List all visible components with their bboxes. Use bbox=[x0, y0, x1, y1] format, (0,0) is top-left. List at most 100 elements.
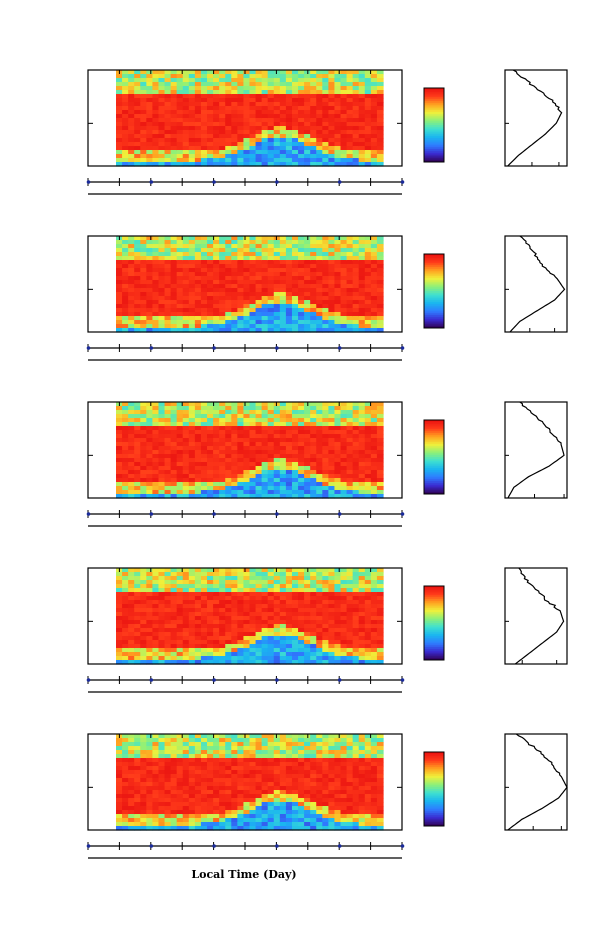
heatmap-cell bbox=[158, 268, 166, 273]
heatmap-cell bbox=[243, 450, 251, 455]
heatmap-cell bbox=[304, 624, 311, 629]
heatmap-cell bbox=[170, 268, 178, 273]
heatmap-cell bbox=[158, 742, 166, 747]
heatmap-cell bbox=[152, 652, 160, 657]
heatmap-cell bbox=[376, 434, 384, 439]
heatmap-cell bbox=[152, 256, 160, 261]
heatmap-cell bbox=[346, 114, 354, 119]
heatmap-cell bbox=[370, 470, 378, 475]
heatmap-cell bbox=[207, 620, 214, 625]
heatmap-cell bbox=[116, 118, 123, 123]
heatmap-cell bbox=[334, 102, 342, 107]
heatmap-cell bbox=[352, 624, 360, 629]
heatmap-cell bbox=[152, 146, 160, 151]
heatmap-cell bbox=[273, 462, 281, 467]
heatmap-cell bbox=[213, 592, 220, 597]
heatmap-cell bbox=[334, 146, 342, 151]
heatmap-cell bbox=[249, 158, 257, 163]
heatmap-cell bbox=[225, 146, 232, 151]
heatmap-cell bbox=[225, 616, 232, 621]
heatmap-cell bbox=[316, 608, 323, 613]
heatmap-cell bbox=[225, 406, 232, 411]
heatmap-cell bbox=[376, 90, 384, 95]
heatmap-cell bbox=[146, 78, 154, 83]
heatmap-cell bbox=[279, 102, 287, 107]
heatmap-cell bbox=[285, 482, 293, 487]
heatmap-cell bbox=[140, 762, 147, 767]
heatmap-cell bbox=[207, 600, 214, 605]
heatmap-cell bbox=[158, 114, 166, 119]
colorbar-swatch bbox=[424, 641, 444, 644]
heatmap-cell bbox=[316, 592, 323, 597]
heatmap-cell bbox=[243, 410, 251, 415]
heatmap-cell bbox=[164, 596, 172, 601]
heatmap-cell bbox=[200, 632, 208, 637]
heatmap-cell bbox=[194, 268, 202, 273]
heatmap-cell bbox=[188, 248, 196, 253]
heatmap-cell bbox=[243, 494, 251, 499]
heatmap-cell bbox=[322, 90, 329, 95]
heatmap-cell bbox=[170, 134, 178, 139]
heatmap-cell bbox=[352, 138, 360, 143]
heatmap-cell bbox=[134, 624, 141, 629]
heatmap-cell bbox=[322, 260, 329, 265]
heatmap-cell bbox=[249, 624, 257, 629]
heatmap-cell bbox=[188, 770, 196, 775]
heatmap-cell bbox=[243, 130, 251, 135]
heatmap-cell bbox=[352, 78, 360, 83]
heatmap-cell bbox=[267, 268, 275, 273]
colorbar-swatch bbox=[424, 279, 444, 283]
colorbar-swatch bbox=[424, 445, 444, 449]
heatmap-cell bbox=[237, 284, 245, 289]
heatmap-cell bbox=[249, 154, 257, 159]
heatmap-cell bbox=[267, 402, 275, 407]
heatmap-cell bbox=[298, 616, 305, 621]
profile-frame bbox=[504, 567, 568, 665]
heatmap-cell bbox=[285, 78, 293, 83]
heatmap-cell bbox=[261, 592, 269, 597]
colorbar-swatch bbox=[424, 482, 444, 486]
heatmap-cell bbox=[164, 406, 172, 411]
heatmap-cell bbox=[255, 304, 263, 309]
heatmap-cell bbox=[152, 746, 160, 751]
heatmap-cell bbox=[304, 482, 311, 487]
heatmap-cell bbox=[267, 474, 275, 479]
heatmap-cell bbox=[158, 442, 166, 447]
heatmap-cell bbox=[304, 94, 311, 99]
heatmap-cell bbox=[164, 608, 172, 613]
heatmap-cell bbox=[310, 308, 317, 313]
heatmap-cell bbox=[152, 754, 160, 759]
heatmap-cell bbox=[188, 798, 196, 803]
heatmap-cell bbox=[134, 490, 141, 495]
heatmap-cell bbox=[188, 328, 196, 333]
heatmap-cell bbox=[200, 580, 208, 585]
heatmap-cell bbox=[249, 596, 257, 601]
heatmap-cell bbox=[231, 86, 238, 91]
heatmap-cell bbox=[194, 118, 202, 123]
heatmap-cell bbox=[188, 98, 196, 103]
heatmap-cell bbox=[273, 236, 281, 241]
heatmap-cell bbox=[194, 738, 202, 743]
heatmap-cell bbox=[273, 580, 281, 585]
heatmap-cell bbox=[255, 648, 263, 653]
heatmap-cell bbox=[328, 596, 336, 601]
heatmap-cell bbox=[310, 134, 317, 139]
heatmap-cell bbox=[267, 588, 275, 593]
heatmap-cell bbox=[122, 600, 129, 605]
heatmap-cell bbox=[249, 328, 257, 333]
heatmap-cell bbox=[194, 414, 202, 419]
heatmap-cell bbox=[249, 470, 257, 475]
heatmap-cell bbox=[146, 256, 154, 261]
heatmap-cell bbox=[352, 596, 360, 601]
heatmap-cell bbox=[219, 130, 226, 135]
heatmap-cell bbox=[158, 102, 166, 107]
heatmap-cell bbox=[200, 568, 208, 573]
heatmap-cell bbox=[225, 418, 232, 423]
heatmap-cell bbox=[291, 600, 299, 605]
heatmap-cell bbox=[273, 78, 281, 83]
heatmap-cell bbox=[322, 612, 329, 617]
heatmap-cell bbox=[213, 264, 220, 269]
heatmap-cell bbox=[358, 490, 366, 495]
heatmap-cell bbox=[164, 580, 172, 585]
heatmap-cell bbox=[376, 588, 384, 593]
